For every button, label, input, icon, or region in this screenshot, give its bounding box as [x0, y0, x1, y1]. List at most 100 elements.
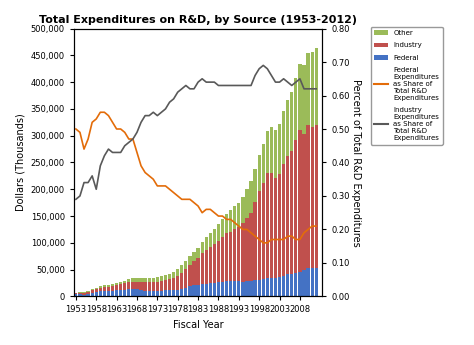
Bar	[99, 286, 102, 288]
Bar	[196, 285, 200, 296]
Bar	[184, 288, 188, 296]
Bar	[127, 282, 130, 289]
Bar	[115, 285, 118, 290]
Bar	[298, 64, 301, 130]
Bar	[152, 291, 155, 296]
Bar	[74, 293, 78, 295]
Bar	[176, 269, 179, 276]
Bar	[237, 203, 240, 227]
Industry Share	[155, 114, 160, 118]
Bar	[168, 279, 171, 290]
X-axis label: Fiscal Year: Fiscal Year	[173, 320, 223, 330]
Bar	[257, 155, 261, 191]
Industry Share	[114, 150, 119, 155]
Line: Industry Share: Industry Share	[76, 66, 316, 199]
Bar	[237, 227, 240, 282]
Bar	[229, 210, 232, 232]
Bar	[266, 131, 269, 173]
Bar	[282, 276, 285, 296]
Bar	[298, 272, 301, 296]
Bar	[103, 285, 106, 287]
Bar	[95, 288, 98, 289]
Bar	[201, 285, 204, 296]
Bar	[209, 283, 212, 296]
Federal Share	[313, 224, 319, 228]
Bar	[290, 274, 293, 296]
Bar	[172, 290, 175, 296]
Industry Share	[142, 114, 148, 118]
Federal Share	[138, 164, 144, 168]
Federal Share	[98, 110, 103, 114]
Bar	[127, 279, 130, 282]
Federal Share	[228, 217, 234, 221]
Bar	[278, 277, 281, 296]
Bar	[188, 256, 191, 265]
Bar	[103, 287, 106, 291]
Bar	[107, 287, 110, 291]
Bar	[229, 281, 232, 296]
Bar	[306, 53, 310, 125]
Bar	[152, 278, 155, 282]
Bar	[131, 278, 135, 282]
Bar	[233, 229, 237, 280]
Bar	[270, 172, 273, 278]
Bar	[107, 291, 110, 296]
Bar	[176, 276, 179, 289]
Bar	[213, 229, 216, 244]
Bar	[286, 156, 289, 274]
Bar	[254, 280, 257, 296]
Federal Share	[146, 174, 152, 178]
Bar	[144, 278, 147, 282]
Bar	[115, 283, 118, 285]
Bar	[205, 284, 208, 296]
Bar	[119, 282, 122, 284]
Bar	[310, 268, 314, 296]
Bar	[123, 289, 127, 296]
Bar	[127, 289, 130, 296]
Industry Share	[134, 130, 140, 135]
Bar	[123, 281, 127, 284]
Bar	[310, 127, 314, 268]
Bar	[95, 289, 98, 292]
Bar	[160, 281, 163, 291]
Bar	[196, 248, 200, 258]
Bar	[99, 288, 102, 292]
Bar	[246, 282, 248, 296]
Bar	[172, 278, 175, 290]
Bar	[229, 232, 232, 281]
Bar	[111, 284, 114, 286]
Bar	[156, 291, 159, 296]
Bar	[302, 134, 306, 270]
Bar	[274, 178, 277, 277]
Bar	[119, 290, 122, 296]
Bar	[241, 282, 245, 296]
Bar	[294, 140, 298, 273]
Bar	[180, 273, 183, 289]
Bar	[262, 144, 265, 184]
Bar	[180, 289, 183, 296]
Bar	[147, 283, 151, 291]
Bar	[156, 277, 159, 282]
Bar	[286, 100, 289, 156]
Bar	[136, 278, 138, 282]
Bar	[147, 291, 151, 296]
Bar	[302, 65, 306, 134]
Bar	[103, 291, 106, 296]
Federal Share	[118, 127, 124, 131]
Federal Share	[260, 241, 266, 245]
Bar	[225, 214, 228, 233]
Bar	[270, 278, 273, 296]
Bar	[192, 285, 196, 296]
Bar	[168, 274, 171, 279]
Bar	[315, 125, 318, 268]
Bar	[233, 280, 237, 296]
Bar	[286, 274, 289, 296]
Bar	[246, 189, 248, 218]
Bar	[257, 280, 261, 296]
Line: Federal Share: Federal Share	[76, 112, 316, 243]
Legend: Other, Industry, Federal, Federal
Expenditures
as Share of
Total R&D
Expenditure: Other, Industry, Federal, Federal Expend…	[371, 27, 443, 145]
Bar	[201, 253, 204, 285]
Bar	[91, 293, 94, 296]
Bar	[107, 285, 110, 287]
Bar	[188, 286, 191, 296]
